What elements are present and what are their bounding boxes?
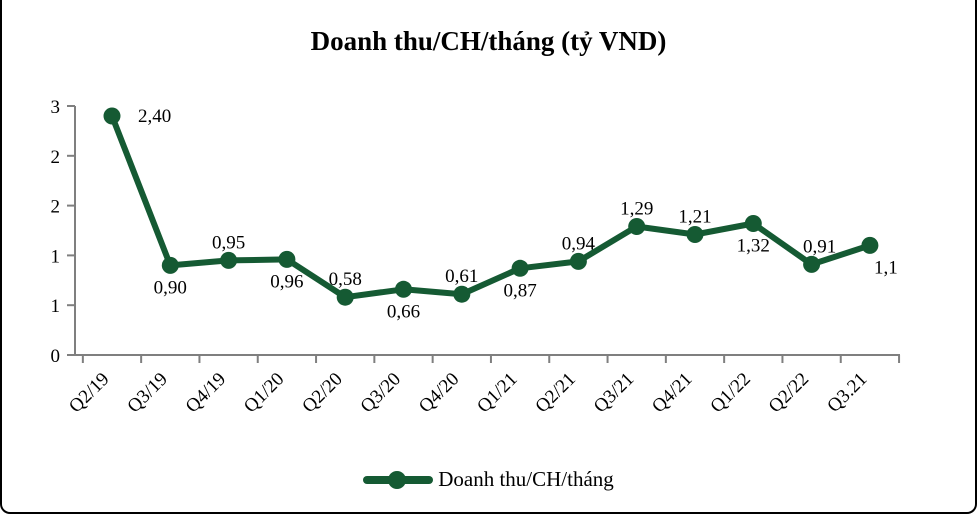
svg-text:0,91: 0,91 [803,236,836,257]
svg-text:Q2/20: Q2/20 [298,369,346,417]
svg-text:Q3/20: Q3/20 [357,369,405,417]
svg-text:1: 1 [51,296,61,317]
legend-line-marker-icon [363,470,434,489]
svg-text:1,29: 1,29 [620,199,653,220]
svg-text:Q4/19: Q4/19 [182,369,230,417]
svg-text:Q3.21: Q3.21 [823,369,871,417]
svg-text:Q2/19: Q2/19 [65,369,113,417]
chart-title: Doanh thu/CH/tháng (tỷ VND) [310,26,667,56]
svg-text:0,95: 0,95 [212,232,245,253]
svg-text:3: 3 [51,97,61,118]
svg-text:0,58: 0,58 [329,269,362,290]
svg-text:0,61: 0,61 [445,266,478,287]
svg-text:0,94: 0,94 [562,233,596,254]
svg-text:Q4/20: Q4/20 [415,369,463,417]
svg-text:Q1/21: Q1/21 [473,369,521,417]
svg-text:2,40: 2,40 [138,106,171,127]
svg-text:Q2/22: Q2/22 [765,369,813,417]
svg-text:0,66: 0,66 [387,301,420,322]
svg-text:Q2/21: Q2/21 [531,369,579,417]
svg-text:0,87: 0,87 [503,280,536,301]
svg-text:1,1: 1,1 [874,257,898,278]
svg-text:Q1/22: Q1/22 [706,369,754,417]
svg-text:0,90: 0,90 [154,277,187,298]
svg-text:0: 0 [51,346,61,367]
svg-text:2: 2 [51,197,61,218]
legend: Doanh thu/CH/tháng [2,467,975,492]
svg-text:1: 1 [51,246,61,267]
svg-text:Q1/20: Q1/20 [240,369,288,417]
svg-text:Q3/21: Q3/21 [590,369,638,417]
svg-text:0,96: 0,96 [270,271,303,292]
svg-text:1,21: 1,21 [678,207,711,228]
legend-dot-icon [388,470,407,489]
legend-label: Doanh thu/CH/tháng [438,467,614,491]
svg-text:2: 2 [51,147,61,168]
svg-text:Q4/21: Q4/21 [648,369,696,417]
svg-text:Q3/19: Q3/19 [123,369,171,417]
svg-text:1,32: 1,32 [737,236,770,257]
